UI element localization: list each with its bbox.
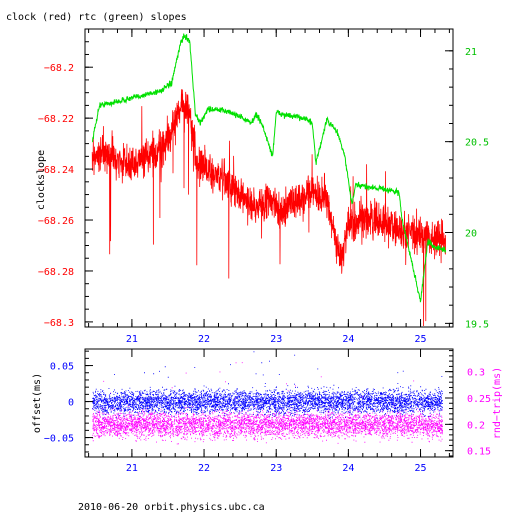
slope-plot-frame xyxy=(84,28,454,328)
y2-tick-label: 0.2 xyxy=(467,420,485,431)
rnd-trip-points xyxy=(92,362,443,445)
offset-plot: 21 22 23 24 25 −0.05 0 0.05 0.15 0.2 0.25 0.3 offse… xyxy=(32,348,503,474)
clock-series xyxy=(91,89,446,327)
footer-text: 2010-06-20 orbit.physics.ubc.ca xyxy=(78,502,265,512)
y-tick-label: −68.22 xyxy=(38,114,74,125)
x-tick-label: 22 xyxy=(198,334,210,345)
clockslope-axis-label: clockslope xyxy=(36,150,47,210)
slope-plot-ticks: 21 22 23 24 25 −68.3 −68.28 −68.26 −68.24 −68.22 −… xyxy=(38,29,489,345)
y2-tick-label: 20 xyxy=(465,229,477,240)
y2-tick-label: 0.15 xyxy=(467,447,491,458)
rtc-line xyxy=(91,33,446,303)
y-tick-label: −68.24 xyxy=(38,165,74,176)
y-tick-label: −68.28 xyxy=(38,267,74,278)
clock-line xyxy=(91,89,446,327)
chart-title: clock (red) rtc (green) slopes xyxy=(6,12,187,23)
x-tick-label: 23 xyxy=(270,334,282,345)
x-tick-label: 24 xyxy=(342,463,354,474)
x-tick-label: 21 xyxy=(126,334,138,345)
y2-tick-label: 20.5 xyxy=(465,138,489,149)
offset-points xyxy=(92,351,443,419)
y-tick-label: −68.26 xyxy=(38,216,74,227)
offset-series xyxy=(92,351,443,419)
x-tick-label: 25 xyxy=(415,463,427,474)
x-tick-label: 23 xyxy=(270,463,282,474)
y2-tick-label: 19.5 xyxy=(465,319,489,330)
y2-tick-label: 21 xyxy=(465,47,477,58)
x-tick-label: 24 xyxy=(342,334,354,345)
y-tick-label: −68.3 xyxy=(44,318,74,329)
y2-tick-label: 0.25 xyxy=(467,394,491,405)
y-tick-label: −0.05 xyxy=(44,434,74,445)
y2-tick-label: 0.3 xyxy=(467,368,485,379)
y-tick-label: 0 xyxy=(68,398,74,409)
x-tick-label: 22 xyxy=(198,463,210,474)
y-tick-label: 0.05 xyxy=(50,362,74,373)
y-tick-label: −68.2 xyxy=(44,63,74,74)
rtc-series xyxy=(91,33,446,303)
rnd-trip-series xyxy=(92,362,443,445)
x-tick-label: 21 xyxy=(126,463,138,474)
offset-plot-ticks: 21 22 23 24 25 −0.05 0 0.05 0.15 0.2 0.25 0.3 xyxy=(44,349,491,474)
slope-plot: 21 22 23 24 25 −68.3 −68.28 −68.26 −68.24 −68.22 −… xyxy=(36,28,489,345)
offset-axis-label: offset(ms) xyxy=(32,373,43,433)
rnd-trip-axis-label: rnd−trip(ms) xyxy=(492,367,503,439)
x-tick-label: 25 xyxy=(415,334,427,345)
